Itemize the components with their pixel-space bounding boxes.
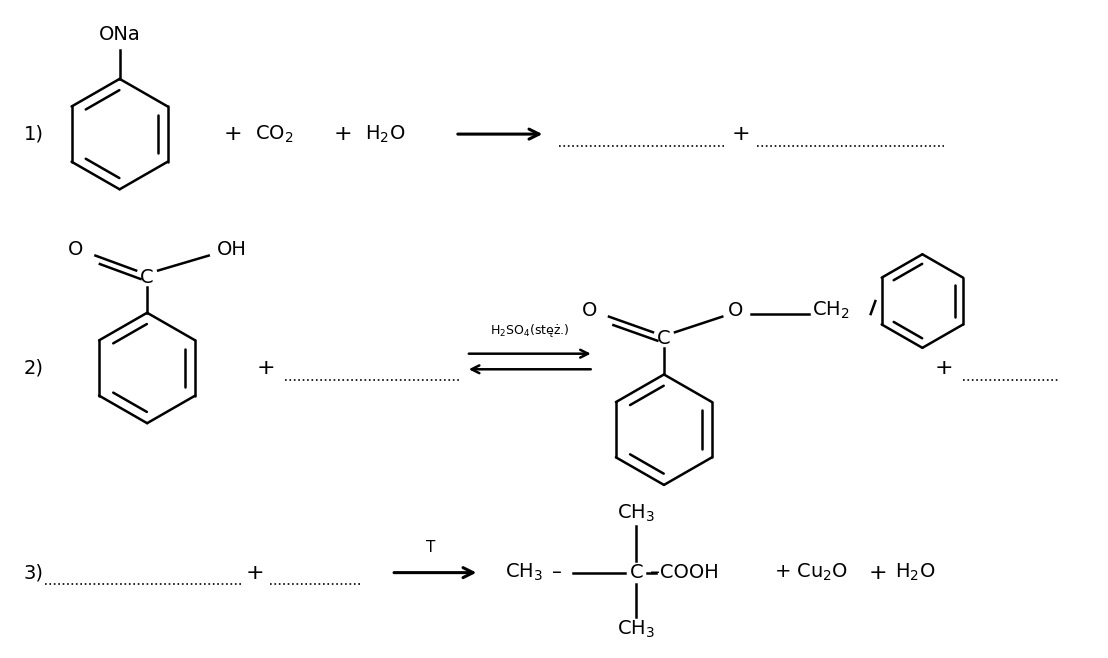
Text: T: T xyxy=(427,540,435,555)
Text: O: O xyxy=(68,240,83,259)
Text: CH$_2$: CH$_2$ xyxy=(812,299,850,321)
Text: O: O xyxy=(582,301,597,320)
Text: C: C xyxy=(141,268,154,286)
Text: H$_2$SO$_4$(stęż.): H$_2$SO$_4$(stęż.) xyxy=(490,322,570,339)
Text: –COOH: –COOH xyxy=(649,563,718,582)
Text: CH$_3$: CH$_3$ xyxy=(505,562,543,583)
Text: CH$_3$: CH$_3$ xyxy=(617,619,656,640)
Text: CO$_2$: CO$_2$ xyxy=(255,124,294,145)
Text: +: + xyxy=(334,124,352,144)
Text: +: + xyxy=(246,563,264,582)
Text: H$_2$O: H$_2$O xyxy=(365,124,406,145)
Text: ONa: ONa xyxy=(99,26,141,45)
Text: +: + xyxy=(869,563,888,582)
Text: +: + xyxy=(224,124,243,144)
Text: C: C xyxy=(657,329,670,348)
Text: C: C xyxy=(629,563,644,582)
Text: +: + xyxy=(935,358,954,378)
Text: 3): 3) xyxy=(24,563,44,582)
Text: CH$_3$: CH$_3$ xyxy=(617,502,656,524)
Text: +: + xyxy=(257,358,275,378)
Text: +: + xyxy=(731,124,750,144)
Text: + Cu$_2$O: + Cu$_2$O xyxy=(773,562,848,583)
Text: –: – xyxy=(552,563,562,582)
Text: O: O xyxy=(728,301,743,320)
Text: 2): 2) xyxy=(24,359,44,378)
Text: H$_2$O: H$_2$O xyxy=(895,562,935,583)
Text: OH: OH xyxy=(216,240,246,259)
Text: 1): 1) xyxy=(24,124,44,143)
